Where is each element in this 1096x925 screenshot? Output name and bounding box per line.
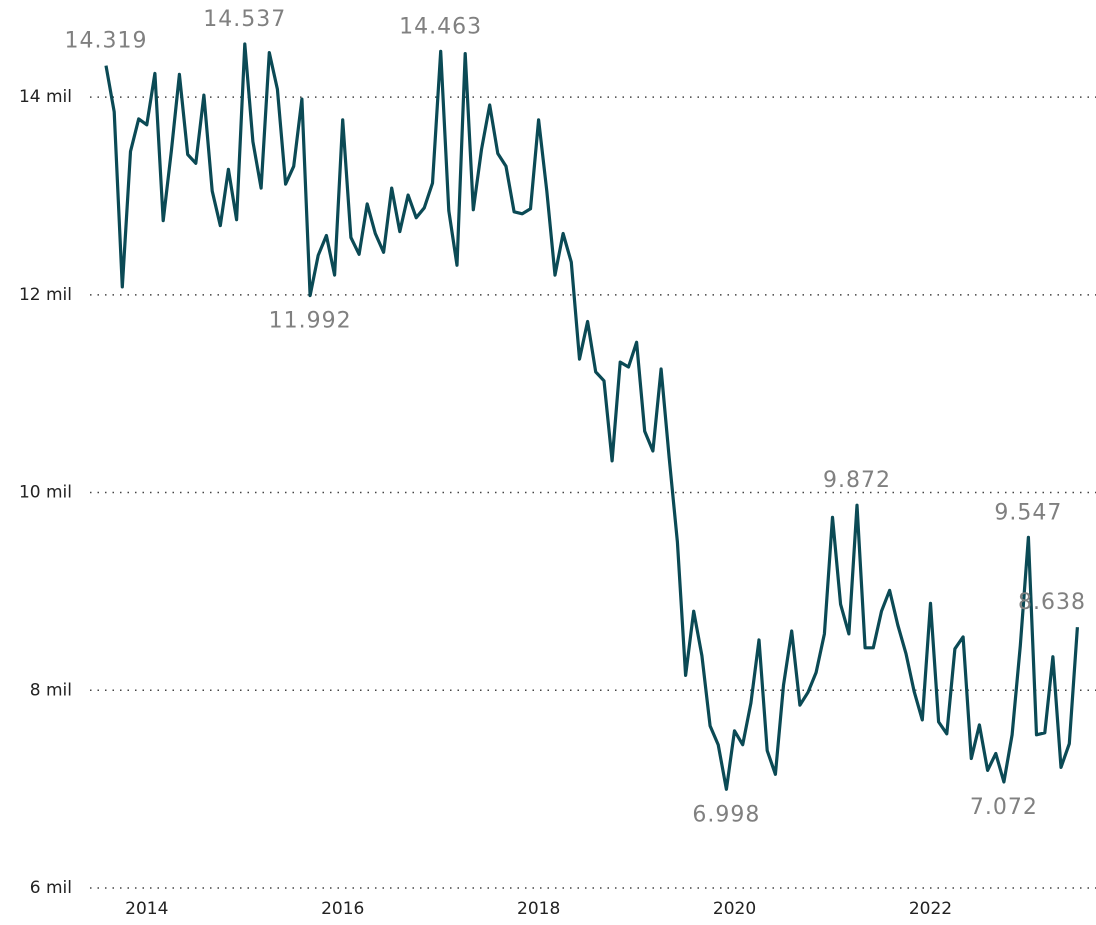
data-label: 7.072 <box>970 795 1038 820</box>
y-tick-label: 6 mil <box>30 878 72 898</box>
x-tick-label: 2022 <box>909 899 952 919</box>
data-label: 11.992 <box>269 309 352 334</box>
y-tick-label: 12 mil <box>19 285 72 305</box>
data-label: 6.998 <box>692 802 760 827</box>
data-label: 8.638 <box>1018 590 1086 615</box>
x-tick-label: 2014 <box>125 899 168 919</box>
y-tick-label: 14 mil <box>19 87 72 107</box>
y-tick-label: 8 mil <box>30 680 72 700</box>
x-tick-label: 2018 <box>517 899 560 919</box>
y-tick-label: 10 mil <box>19 483 72 503</box>
x-tick-label: 2016 <box>321 899 364 919</box>
data-label: 14.537 <box>203 7 286 32</box>
line <box>104 42 1079 791</box>
data-label: 14.319 <box>64 29 147 54</box>
data-label: 9.872 <box>823 468 891 493</box>
data-label: 9.547 <box>994 500 1062 525</box>
data-label: 14.463 <box>399 14 482 39</box>
x-tick-label: 2020 <box>713 899 756 919</box>
